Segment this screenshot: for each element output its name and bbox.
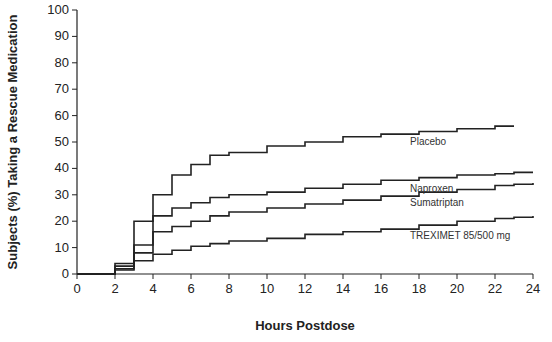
x-tick: [191, 274, 192, 279]
x-tick: [153, 274, 154, 279]
y-tick-label: 10: [55, 240, 69, 255]
y-tick-label: 80: [55, 55, 69, 70]
y-tick: [72, 142, 77, 143]
chart-svg: 0102030405060708090100024681012141618202…: [0, 0, 552, 342]
x-tick: [229, 274, 230, 279]
y-tick-label: 0: [62, 266, 69, 281]
x-tick: [267, 274, 268, 279]
series-line: [77, 126, 514, 274]
y-tick-label: 30: [55, 187, 69, 202]
x-tick: [381, 274, 382, 279]
y-tick: [72, 194, 77, 195]
x-tick: [343, 274, 344, 279]
series-line: [77, 183, 533, 274]
y-tick-label: 90: [55, 28, 69, 43]
series-label: Placebo: [410, 136, 447, 147]
x-tick: [457, 274, 458, 279]
y-tick-label: 20: [55, 213, 69, 228]
y-tick: [72, 247, 77, 248]
x-tick-label: 20: [450, 281, 464, 296]
series-line: [77, 216, 533, 274]
x-tick-label: 18: [412, 281, 426, 296]
y-axis-label: Subjects (%) Taking a Rescue Medication: [5, 15, 20, 270]
x-tick: [419, 274, 420, 279]
series-labels: Placebo Naproxen Sumatriptan TREXIMET 85/50…: [410, 136, 510, 241]
series-label: TREXIMET 85/500 mg: [410, 230, 510, 241]
chart-container: 0102030405060708090100024681012141618202…: [0, 0, 552, 342]
y-tick: [72, 62, 77, 63]
plot-area: [77, 126, 533, 274]
x-tick: [305, 274, 306, 279]
y-tick: [72, 168, 77, 169]
x-tick-label: 0: [73, 281, 80, 296]
x-tick: [495, 274, 496, 279]
y-tick-label: 100: [47, 2, 69, 17]
y-tick: [72, 274, 77, 275]
y-tick: [72, 89, 77, 90]
x-tick-label: 14: [336, 281, 350, 296]
y-tick-label: 50: [55, 134, 69, 149]
x-tick-label: 22: [488, 281, 502, 296]
y-tick: [72, 115, 77, 116]
y-tick-label: 60: [55, 108, 69, 123]
x-tick-label: 2: [111, 281, 118, 296]
y-tick-label: 40: [55, 160, 69, 175]
x-tick-label: 6: [187, 281, 194, 296]
x-tick: [533, 274, 534, 279]
y-tick: [72, 36, 77, 37]
x-tick-label: 8: [225, 281, 232, 296]
series-label: Naproxen: [410, 183, 453, 194]
x-tick-label: 10: [260, 281, 274, 296]
y-tick: [72, 221, 77, 222]
x-tick-label: 4: [149, 281, 156, 296]
y-tick: [72, 10, 77, 11]
y-tick-label: 70: [55, 81, 69, 96]
x-axis-label: Hours Postdose: [255, 318, 355, 333]
x-tick-label: 24: [526, 281, 540, 296]
x-tick-label: 16: [374, 281, 388, 296]
x-tick-label: 12: [298, 281, 312, 296]
series-line: [77, 172, 533, 274]
series-label: Sumatriptan: [410, 197, 464, 208]
